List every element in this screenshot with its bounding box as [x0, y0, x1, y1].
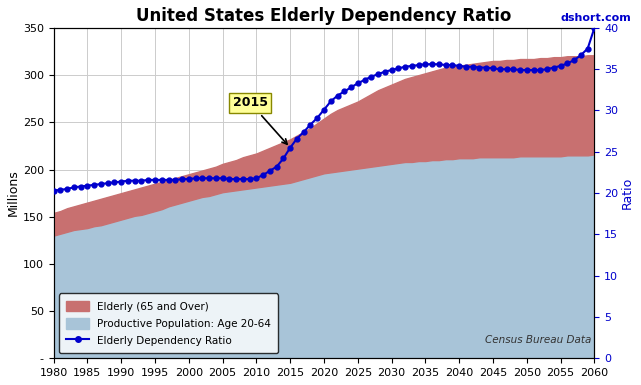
Elderly Dependency Ratio [489, 66, 497, 71]
Elderly Dependency Ratio [347, 85, 355, 90]
Elderly Dependency Ratio [50, 188, 58, 193]
Elderly Dependency Ratio [449, 63, 456, 67]
Text: 2015: 2015 [233, 96, 287, 144]
Text: dshort.com: dshort.com [561, 13, 631, 23]
Title: United States Elderly Dependency Ratio: United States Elderly Dependency Ratio [137, 7, 512, 25]
Elderly Dependency Ratio [516, 68, 524, 72]
Y-axis label: Ratio: Ratio [621, 177, 634, 209]
Elderly Dependency Ratio [590, 25, 598, 30]
Elderly Dependency Ratio [537, 68, 544, 72]
Elderly Dependency Ratio [388, 68, 395, 72]
Text: Census Bureau Data: Census Bureau Data [485, 335, 592, 345]
Legend: Elderly (65 and Over), Productive Population: Age 20-64, Elderly Dependency Rati: Elderly (65 and Over), Productive Popula… [59, 293, 278, 353]
Y-axis label: Millions: Millions [7, 170, 20, 216]
Line: Elderly Dependency Ratio: Elderly Dependency Ratio [51, 25, 597, 193]
